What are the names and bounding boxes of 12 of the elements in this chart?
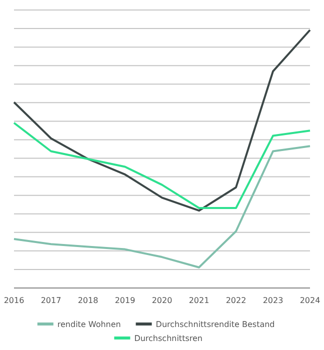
- x-tick-label: 2024: [300, 296, 320, 305]
- x-tick-label: 2016: [4, 296, 24, 305]
- legend-label: Durchschnittsren: [134, 334, 202, 343]
- x-tick-label: 2018: [78, 296, 98, 305]
- legend-label: Durchschnittsrendite Bestand: [156, 320, 275, 329]
- x-tick-label: 2020: [152, 296, 172, 305]
- legend-label: rendite Wohnen: [57, 320, 121, 329]
- x-tick-label: 2021: [188, 296, 210, 305]
- x-tick-label: 2019: [114, 296, 136, 305]
- x-tick-label: 2017: [40, 296, 62, 305]
- x-tick-label: 2023: [262, 296, 284, 305]
- x-tick-label: 2022: [226, 296, 246, 305]
